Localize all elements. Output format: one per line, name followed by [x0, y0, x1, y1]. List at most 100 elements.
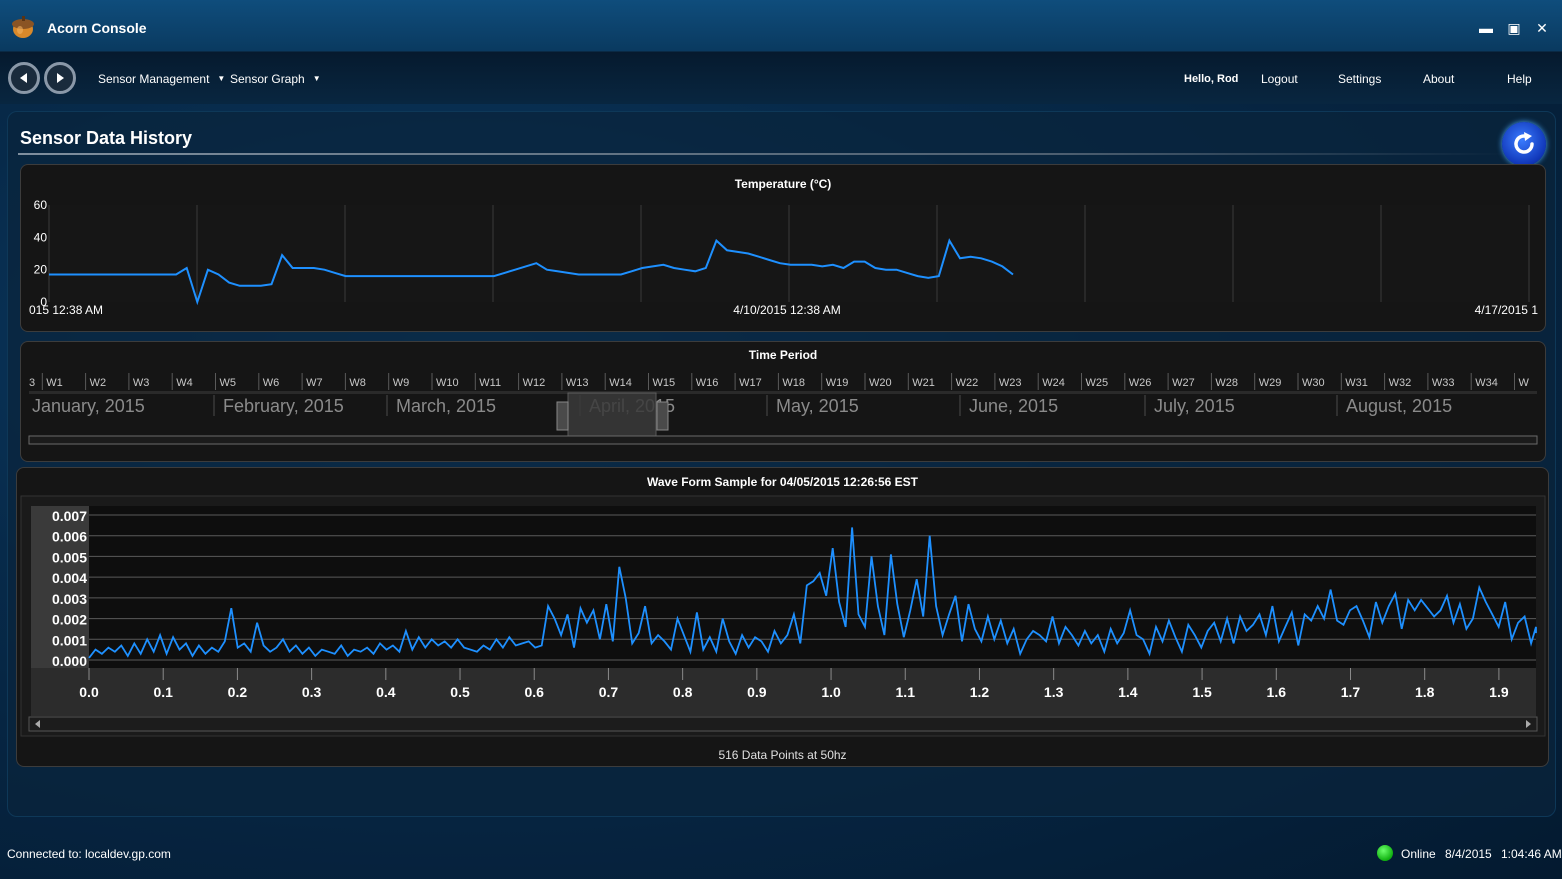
main-panel: Sensor Data History Temperature (°C) 60 4… — [7, 111, 1556, 817]
x-tick-label: 1.5 — [1192, 684, 1212, 700]
x-tick-label: 1.7 — [1341, 684, 1361, 700]
x-tick-label: 1.6 — [1267, 684, 1287, 700]
month-label: August, 2015 — [1346, 396, 1452, 416]
week-label: W23 — [999, 377, 1022, 389]
week-label: W31 — [1345, 377, 1368, 389]
x-tick-label: 0.1 — [153, 684, 173, 700]
month-label: July, 2015 — [1154, 396, 1235, 416]
x-axis: 0.0 0.1 0.2 0.3 0.4 0.5 0.6 0.7 0.8 0.9 1.0 1.1 1.2 1… — [79, 668, 1509, 700]
temperature-chart-panel: Temperature (°C) 60 40 20 0 015 12:38 AM 4/1… — [20, 164, 1546, 332]
week-label: W — [1519, 377, 1530, 389]
week-label: W20 — [869, 377, 892, 389]
y-tick-label: 0.001 — [52, 632, 87, 648]
time-scrollbar[interactable] — [28, 435, 1538, 445]
waveform-chart[interactable]: 0.007 0.006 0.005 0.004 0.003 0.002 0.001 0.000… — [17, 468, 1550, 748]
scroll-left-icon[interactable] — [35, 720, 40, 728]
menu-sensor-graph[interactable]: Sensor Graph ▼ — [230, 72, 321, 86]
y-tick-label: 0.003 — [52, 591, 87, 607]
week-label: W24 — [1042, 377, 1065, 389]
acorn-logo-icon — [10, 14, 36, 40]
minimize-button[interactable]: ▬ — [1479, 20, 1493, 36]
menu-label: Sensor Management — [98, 72, 210, 86]
month-label: May, 2015 — [776, 396, 859, 416]
time-period-selector[interactable]: 3 W1 W2 W3 W4 W5 W6 W7 W8 W9 W10 W11 W12 W13 W14 W15 W16… — [21, 342, 1547, 463]
week-label: W8 — [349, 377, 366, 389]
x-axis-label: 4/17/2015 1 — [1475, 303, 1539, 317]
week-label: W34 — [1475, 377, 1498, 389]
title-divider — [18, 153, 1508, 155]
week-label: 3 — [29, 377, 35, 389]
nav-bar: Sensor Management ▼ Sensor Graph ▼ Hello, … — [0, 52, 1562, 104]
x-tick-label: 0.6 — [524, 684, 544, 700]
week-label: W25 — [1086, 377, 1109, 389]
week-label: W21 — [912, 377, 935, 389]
x-tick-label: 1.2 — [970, 684, 990, 700]
waveform-series-line — [88, 527, 1537, 659]
y-axis: 0.007 0.006 0.005 0.004 0.003 0.002 0.001 0.000 — [52, 508, 87, 669]
week-label: W7 — [306, 377, 323, 389]
week-label: W30 — [1302, 377, 1325, 389]
week-label: W28 — [1215, 377, 1238, 389]
grid-lines — [48, 205, 1530, 302]
week-label: W1 — [46, 377, 63, 389]
refresh-button[interactable] — [1502, 122, 1546, 166]
week-label: W3 — [133, 377, 150, 389]
y-tick-label: 60 — [34, 198, 48, 212]
y-tick-label: 0.005 — [52, 549, 87, 565]
week-label: W14 — [609, 377, 632, 389]
x-tick-label: 0.0 — [79, 684, 99, 700]
close-button[interactable]: ✕ — [1536, 20, 1548, 36]
waveform-footer: 516 Data Points at 50hz — [718, 748, 847, 762]
about-link[interactable]: About — [1423, 72, 1455, 86]
month-label: March, 2015 — [396, 396, 496, 416]
grid-lines — [89, 514, 1536, 661]
logout-link[interactable]: Logout — [1261, 72, 1298, 86]
forward-button[interactable] — [44, 62, 76, 94]
month-label: June, 2015 — [969, 396, 1058, 416]
temperature-chart[interactable]: 60 40 20 0 015 12:38 AM 4/10/2015 12:38 AM 4/… — [21, 165, 1547, 333]
online-status: Online — [1401, 847, 1436, 861]
x-axis-label: 015 12:38 AM — [29, 303, 103, 317]
week-label: W32 — [1389, 377, 1412, 389]
connection-status: Connected to: localdev.gp.com — [7, 847, 171, 861]
help-link[interactable]: Help — [1507, 72, 1532, 86]
x-tick-label: 0.3 — [302, 684, 322, 700]
status-date: 8/4/2015 — [1445, 847, 1492, 861]
week-label: W19 — [826, 377, 849, 389]
scroll-right-icon[interactable] — [1526, 720, 1531, 728]
user-greeting: Hello, Rod — [1184, 73, 1239, 85]
y-tick-label: 40 — [34, 230, 48, 244]
settings-link[interactable]: Settings — [1338, 72, 1382, 86]
y-axis-band — [31, 506, 89, 668]
week-label: W11 — [479, 377, 501, 389]
y-tick-label: 0.002 — [52, 612, 87, 628]
range-handle-left[interactable] — [556, 401, 569, 431]
time-range-selection[interactable] — [567, 392, 657, 437]
week-label: W26 — [1129, 377, 1152, 389]
month-label: January, 2015 — [32, 396, 145, 416]
x-axis: 015 12:38 AM 4/10/2015 12:38 AM 4/17/2015 … — [29, 303, 1538, 317]
caret-down-icon: ▼ — [217, 74, 226, 83]
back-arrow-icon — [20, 73, 27, 83]
waveform-title: Wave Form Sample for 04/05/2015 12:26:56… — [646, 475, 919, 489]
y-tick-label: 0.007 — [52, 508, 87, 524]
week-label: W12 — [523, 377, 546, 389]
waveform-panel: Wave Form Sample for 04/05/2015 12:26:56… — [16, 467, 1549, 767]
range-handle-right[interactable] — [656, 401, 669, 431]
menu-sensor-management[interactable]: Sensor Management ▼ — [98, 72, 225, 86]
page-title: Sensor Data History — [20, 128, 193, 148]
temperature-chart-title: Temperature (°C) — [734, 177, 832, 191]
x-tick-label: 1.3 — [1044, 684, 1064, 700]
waveform-scrollbar[interactable] — [28, 716, 1538, 732]
week-label: W22 — [956, 377, 979, 389]
y-tick-label: 20 — [34, 263, 48, 277]
y-axis: 60 40 20 0 — [34, 198, 48, 309]
x-tick-label: 1.4 — [1118, 684, 1138, 700]
week-label: W2 — [90, 377, 107, 389]
online-indicator-icon — [1377, 845, 1393, 861]
back-button[interactable] — [8, 62, 40, 94]
week-label: W33 — [1432, 377, 1455, 389]
refresh-icon — [1514, 132, 1534, 154]
maximize-button[interactable]: ▣ — [1507, 20, 1521, 36]
